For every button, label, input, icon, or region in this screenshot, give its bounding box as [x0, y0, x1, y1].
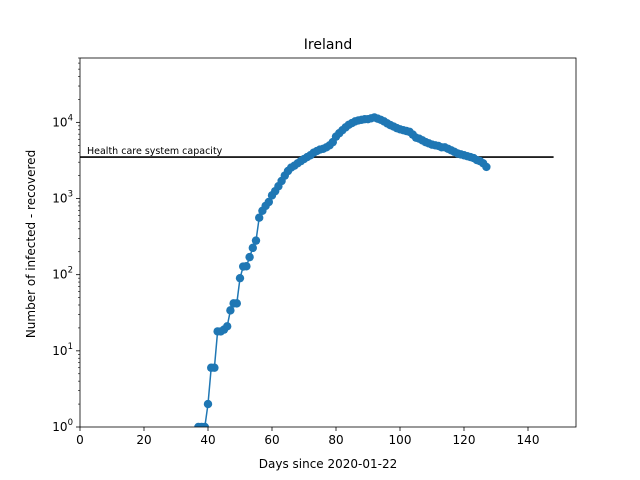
y-axis-label: Number of infected - recovered: [24, 150, 38, 338]
x-tick-label: 40: [200, 433, 215, 447]
data-point: [235, 273, 245, 283]
data-point: [226, 306, 235, 315]
data-point: [264, 197, 273, 207]
y-tick-label: 104: [52, 113, 73, 129]
plot-area: 0 20 40 60 80 100 120 140 100 101 102 103 104 Health …: [52, 57, 577, 447]
y-tick-label: 101: [52, 342, 73, 358]
chart-title: Ireland: [304, 37, 352, 53]
data-point: [251, 236, 261, 245]
data-point: [242, 262, 251, 271]
x-tick-label: 140: [517, 433, 540, 447]
y-tick-label: 100: [52, 418, 73, 434]
data-point: [482, 162, 491, 172]
data-point: [203, 399, 213, 409]
data-point: [210, 363, 219, 372]
x-tick-label: 100: [389, 433, 412, 447]
data-point: [200, 422, 209, 427]
data-point: [232, 299, 241, 308]
y-tick-label: 102: [52, 266, 73, 282]
x-tick-label: 60: [264, 433, 279, 447]
x-tick-label: 120: [453, 433, 476, 447]
x-axis-label: Days since 2020-01-22: [259, 457, 398, 471]
plot-clipped-group: [80, 113, 554, 427]
data-point: [255, 213, 264, 222]
x-tick-label: 0: [76, 433, 84, 447]
data-point: [223, 322, 232, 331]
x-tick-label: 20: [136, 433, 151, 447]
reference-line-label: Health care system capacity: [87, 146, 223, 157]
y-tick-label: 103: [52, 190, 73, 206]
x-tick-label: 80: [328, 433, 343, 447]
axes-frame: [79, 57, 577, 428]
data-point: [248, 243, 257, 253]
data-point: [245, 252, 254, 262]
